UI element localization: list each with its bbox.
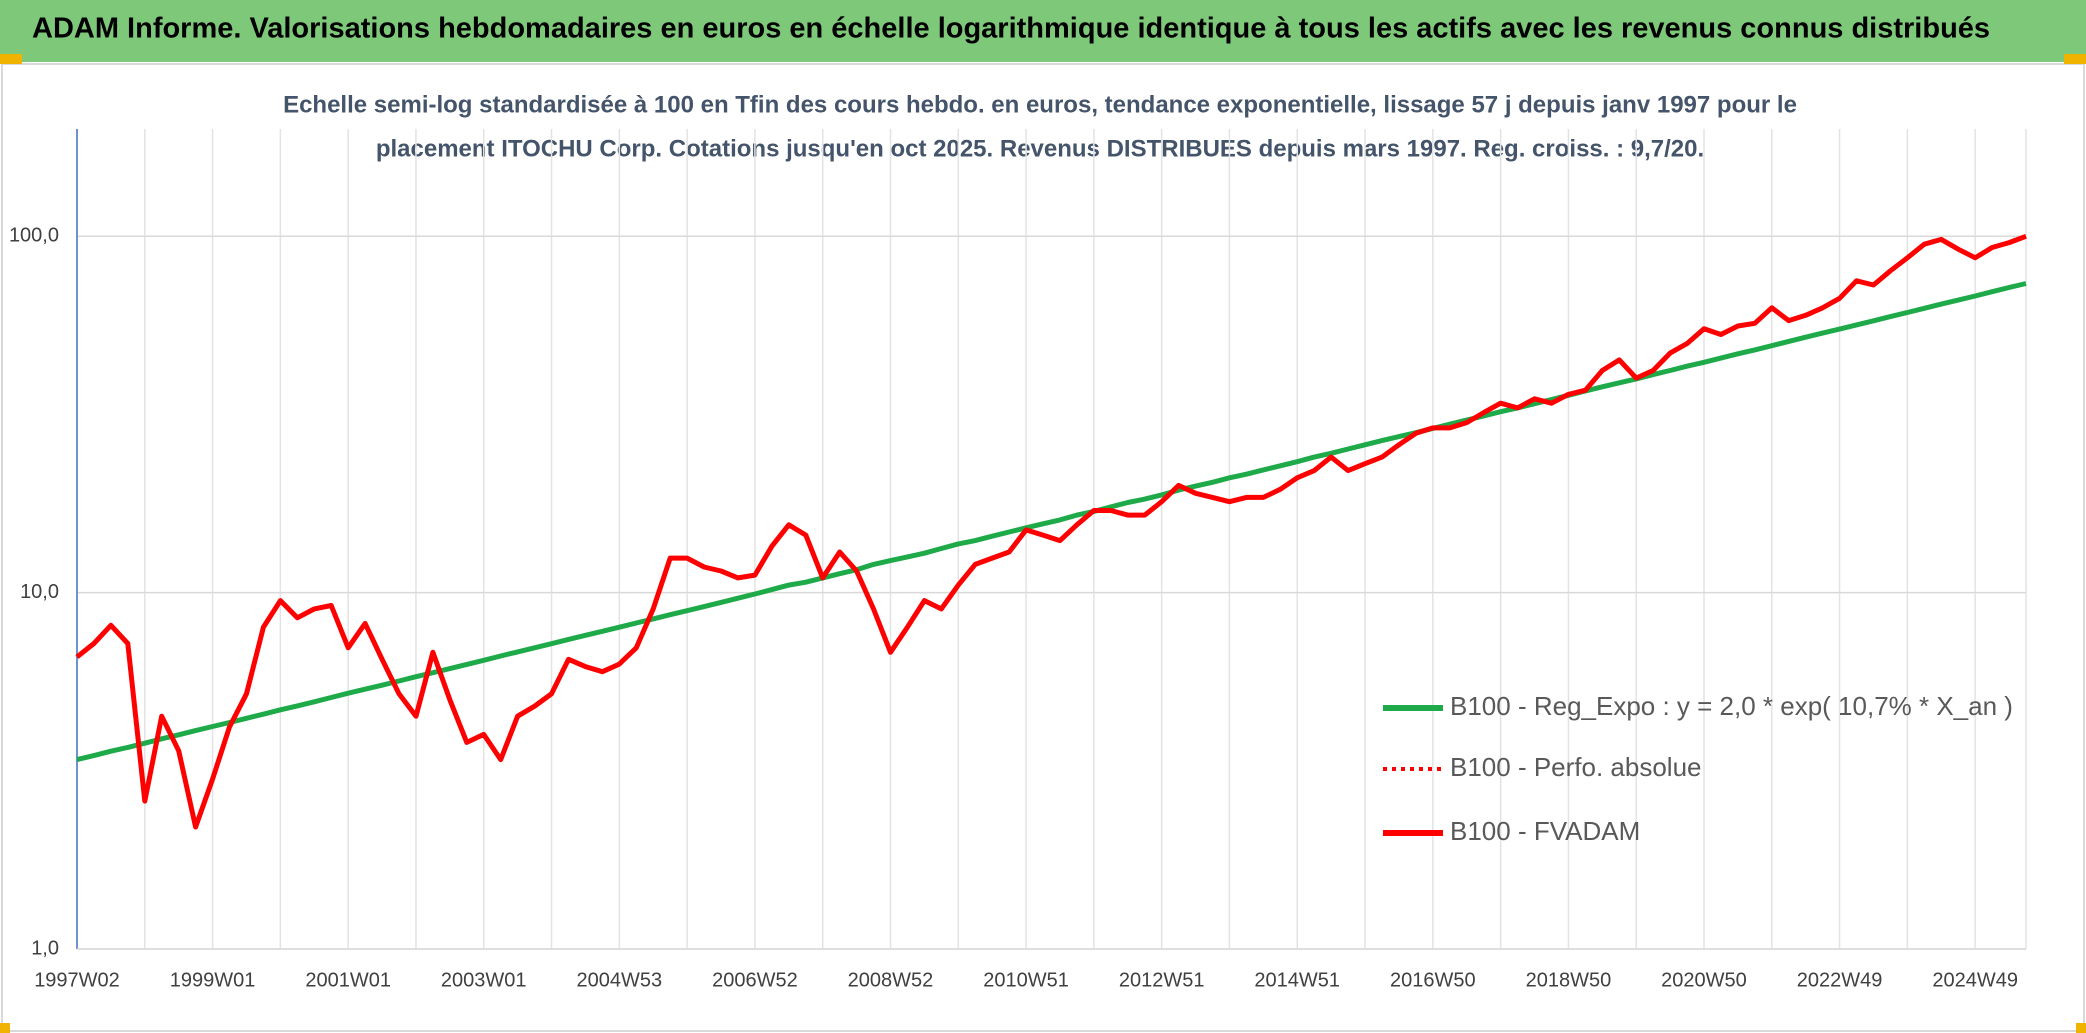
- x-tick-label: 2006W52: [712, 969, 798, 991]
- y-tick-label: 100,0: [9, 225, 59, 247]
- x-tick-label: 2001W01: [305, 969, 391, 991]
- x-tick-label: 2008W52: [848, 969, 934, 991]
- chart-subtitle: Echelle semi-log standardisée à 100 en T…: [283, 91, 1797, 118]
- y-tick-label: 10,0: [20, 581, 59, 603]
- x-tick-label: 2024W49: [1932, 969, 2018, 991]
- header-bar: [0, 0, 2086, 62]
- x-tick-label: 2014W51: [1254, 969, 1340, 991]
- x-tick-label: 2003W01: [441, 969, 527, 991]
- x-tick-label: 2018W50: [1526, 969, 1612, 991]
- x-tick-label: 1999W01: [170, 969, 256, 991]
- legend-label: B100 - Perfo. absolue: [1450, 752, 1702, 782]
- x-tick-label: 2004W53: [577, 969, 663, 991]
- legend-label: B100 - Reg_Expo : y = 2,0 * exp( 10,7% *…: [1450, 691, 2013, 721]
- corner: [2076, 1023, 2086, 1033]
- header-title: ADAM Informe. Valorisations hebdomadaire…: [32, 13, 1990, 45]
- x-tick-label: 2022W49: [1797, 969, 1883, 991]
- y-tick-label: 1,0: [31, 937, 59, 959]
- x-tick-label: 1997W02: [34, 969, 120, 991]
- series-line: [76, 281, 2027, 763]
- x-tick-label: 2012W51: [1119, 969, 1205, 991]
- legend-label: B100 - FVADAM: [1450, 816, 1640, 846]
- corner: [0, 1023, 10, 1033]
- frame: [1, 63, 2085, 1032]
- x-tick-label: 2010W51: [983, 969, 1069, 991]
- x-tick-label: 2020W50: [1661, 969, 1747, 991]
- x-tick-label: 2016W50: [1390, 969, 1476, 991]
- chart-subtitle: placement ITOCHU Corp. Cotations jusqu'e…: [376, 135, 1704, 162]
- corner: [0, 54, 22, 64]
- corner: [2064, 54, 2086, 64]
- series-line: [75, 233, 2027, 830]
